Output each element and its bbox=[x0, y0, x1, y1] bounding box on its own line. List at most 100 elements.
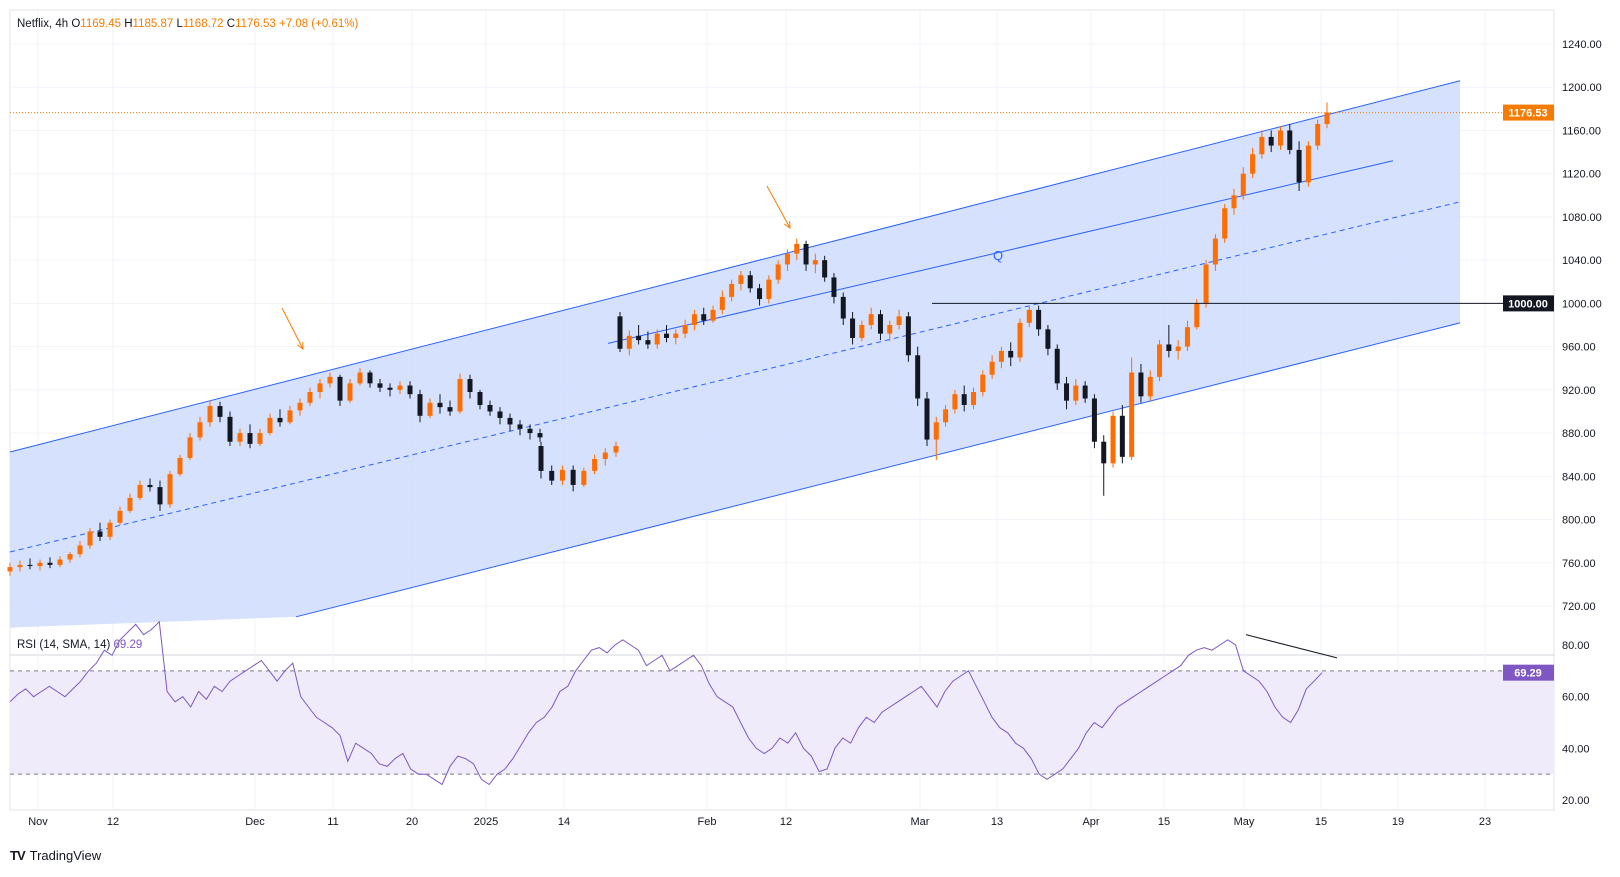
x-tick-label: Mar bbox=[911, 816, 930, 828]
symbol-name[interactable]: Netflix bbox=[17, 18, 49, 30]
candle-body bbox=[1008, 350, 1014, 358]
candle-body bbox=[1147, 376, 1153, 397]
y-tick-label: 760.00 bbox=[1562, 558, 1596, 570]
candle-body bbox=[1138, 372, 1144, 397]
y-tick-label: 1080.00 bbox=[1562, 212, 1602, 224]
candle-body bbox=[549, 470, 555, 481]
tradingview-name: TradingView bbox=[29, 848, 102, 863]
x-tick-label: Feb bbox=[698, 816, 717, 828]
close-label: C bbox=[226, 18, 236, 30]
candle-body bbox=[267, 417, 273, 434]
candle-body bbox=[592, 459, 598, 471]
candle-body bbox=[237, 433, 243, 442]
candle-body bbox=[775, 264, 781, 280]
close-value: 1176.53 bbox=[235, 18, 276, 30]
candle-body bbox=[97, 531, 103, 537]
rsi-y-tick-label: 20.00 bbox=[1562, 795, 1590, 807]
candle-body bbox=[1119, 415, 1125, 457]
channel-fill bbox=[10, 80, 1460, 628]
candle-body bbox=[915, 355, 921, 399]
candle-body bbox=[1259, 136, 1265, 155]
channel-label: Q bbox=[993, 248, 1003, 263]
rsi-label[interactable]: RSI (14, SMA, 14) bbox=[17, 639, 111, 651]
candle-body bbox=[417, 394, 423, 416]
candle-body bbox=[691, 314, 697, 325]
candle-body bbox=[952, 394, 958, 410]
candle-body bbox=[905, 316, 911, 356]
candle-body bbox=[467, 379, 473, 393]
candle-body bbox=[7, 567, 13, 572]
candle-body bbox=[77, 545, 83, 555]
candle-body bbox=[1157, 344, 1163, 377]
candle-body bbox=[784, 253, 790, 265]
candle-body bbox=[477, 392, 483, 405]
level-1000-tag bbox=[1503, 295, 1554, 312]
regression-channel[interactable]: Q bbox=[9, 80, 1461, 628]
tradingview-brand[interactable]: TV TradingView bbox=[10, 848, 101, 863]
axes: Nov 12 Dec 11 20 2025 14 Feb 12 Mar 13 Apr 15 May 15 19… bbox=[28, 39, 1602, 828]
candle-body bbox=[971, 392, 976, 405]
candle-body bbox=[387, 387, 393, 390]
candle-body bbox=[167, 474, 173, 505]
rsi-y-tick-label: 40.00 bbox=[1562, 743, 1590, 755]
x-tick-label: 15 bbox=[1315, 816, 1327, 828]
candle-body bbox=[537, 433, 543, 438]
candle-body bbox=[47, 562, 53, 565]
candle-body bbox=[924, 398, 930, 440]
open-value: 1169.45 bbox=[80, 18, 122, 30]
interval[interactable]: 4h bbox=[55, 18, 69, 30]
candle-body bbox=[87, 531, 93, 546]
y-tick-label: 1040.00 bbox=[1562, 255, 1602, 267]
open-label: O bbox=[71, 18, 81, 30]
candle-body bbox=[427, 402, 433, 416]
candle-body bbox=[147, 484, 153, 488]
candle-body bbox=[559, 469, 565, 481]
level-1000-tag-label: 1000.00 bbox=[1508, 298, 1548, 310]
candle-body bbox=[636, 335, 642, 341]
candle-body bbox=[729, 283, 735, 297]
rsi-value-tag bbox=[1503, 664, 1554, 681]
rsi-value-tag-label: 69.29 bbox=[1514, 668, 1542, 680]
x-tick-label: 2025 bbox=[474, 816, 498, 828]
candle-body bbox=[217, 406, 223, 417]
candle-body bbox=[654, 333, 660, 345]
x-tick-label: Apr bbox=[1082, 816, 1099, 828]
candle-body bbox=[719, 296, 725, 310]
candle-body bbox=[287, 410, 293, 423]
candle-body bbox=[961, 394, 967, 405]
candle-body bbox=[307, 392, 313, 403]
candle-body bbox=[117, 510, 123, 523]
candle-body bbox=[1064, 383, 1070, 401]
candle-body bbox=[989, 361, 995, 375]
candle-body bbox=[645, 340, 651, 345]
channel-inner-line bbox=[607, 160, 1394, 344]
rsi-y-tick-label: 80.00 bbox=[1562, 640, 1590, 652]
candle-body bbox=[570, 469, 576, 485]
channel-median-line bbox=[9, 201, 1461, 553]
last-price-tag-label: 1176.53 bbox=[1508, 108, 1547, 120]
candle-body bbox=[347, 383, 353, 401]
candle-body bbox=[1054, 348, 1060, 384]
candle-body bbox=[407, 385, 413, 395]
candle-body bbox=[1175, 346, 1181, 351]
y-tick-label: 840.00 bbox=[1562, 471, 1596, 483]
candle-body bbox=[137, 484, 143, 498]
candle-body bbox=[794, 243, 800, 254]
candle-body bbox=[766, 279, 772, 300]
candle-body bbox=[980, 374, 986, 393]
candle-body bbox=[1166, 344, 1172, 351]
candle-body bbox=[1240, 173, 1246, 196]
y-tick-label: 1120.00 bbox=[1562, 169, 1601, 181]
candle-body bbox=[527, 428, 533, 434]
candle-body bbox=[1203, 264, 1209, 304]
candle-body bbox=[27, 564, 33, 567]
y-tick-label: 1200.00 bbox=[1562, 82, 1602, 94]
y-tick-label: 800.00 bbox=[1562, 515, 1596, 527]
y-tick-label: 1000.00 bbox=[1562, 298, 1602, 310]
tradingview-logo: TV bbox=[10, 848, 26, 863]
candle-body bbox=[497, 411, 503, 418]
candle-body bbox=[57, 559, 63, 565]
candle-body bbox=[1091, 398, 1097, 442]
candle-body bbox=[487, 404, 493, 412]
